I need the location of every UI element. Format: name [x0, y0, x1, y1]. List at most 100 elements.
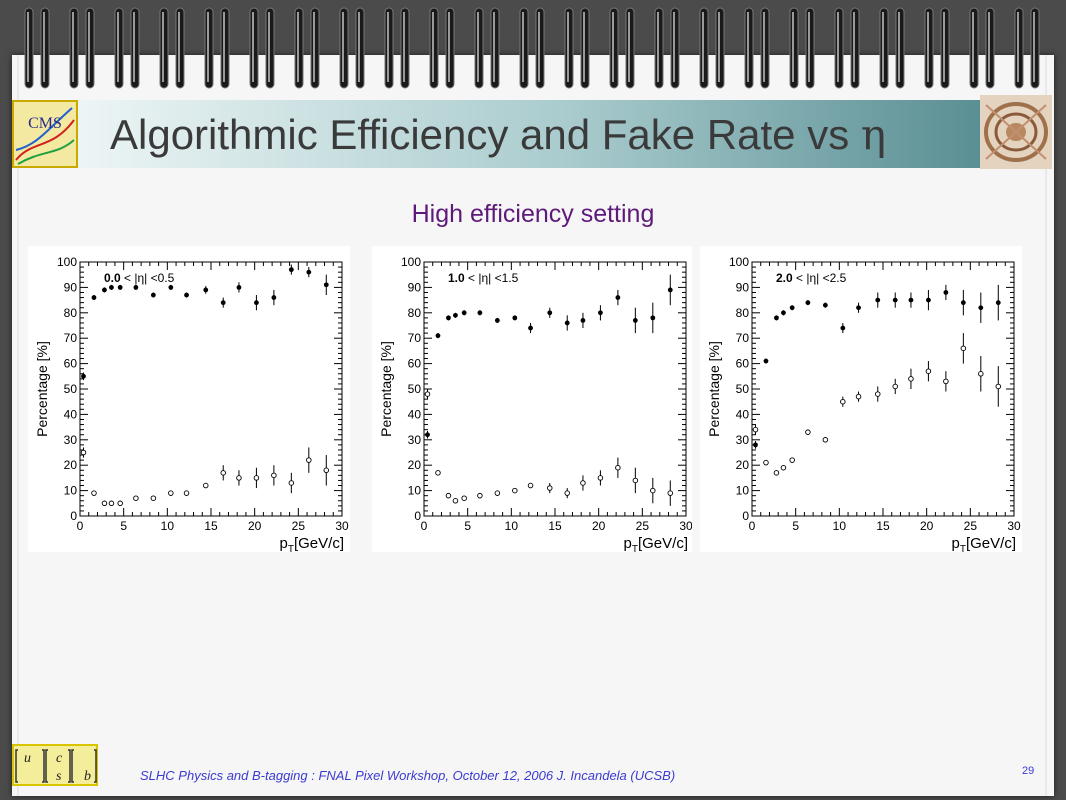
marker-open [133, 495, 139, 501]
binder-ring [519, 7, 545, 89]
marker-filled [789, 305, 795, 311]
marker-open [892, 383, 898, 390]
x-tick-label: 20 [248, 519, 262, 533]
marker-filled [91, 295, 97, 300]
fake-rate-point [632, 467, 639, 494]
efficiency-point [892, 292, 898, 308]
marker-filled [133, 285, 139, 290]
efficiency-point [271, 289, 277, 306]
fake-rate-point [91, 490, 97, 496]
marker-open [615, 464, 621, 471]
fake-rate-point [512, 487, 518, 494]
y-tick-label: 90 [736, 280, 750, 294]
quark-label: c [56, 751, 63, 766]
fake-rate-point [271, 465, 277, 486]
y-tick-label: 60 [64, 357, 78, 371]
fake-rate-point [908, 368, 914, 389]
y-tick-label: 30 [736, 433, 750, 447]
marker-filled [995, 300, 1001, 306]
fake-rate-point [452, 498, 459, 504]
marker-open [220, 470, 226, 476]
page-number: 29 [1022, 765, 1035, 777]
fake-rate-point [840, 396, 846, 407]
marker-open [306, 457, 312, 463]
marker-filled [564, 320, 570, 326]
efficiency-point [168, 284, 174, 290]
efficiency-point [856, 302, 861, 313]
binder-ring [609, 7, 635, 89]
marker-open [564, 490, 570, 496]
fake-rate-point [477, 492, 483, 499]
chart-2: 0 10 20 30 40 50 60 70 80 90 100 0 5 10 15 20 25 30 Percen… [378, 255, 692, 552]
marker-open [323, 467, 330, 474]
x-tick-label: 5 [120, 519, 127, 533]
binder-ring [159, 7, 185, 89]
marker-open [943, 378, 949, 385]
marker-filled [856, 305, 861, 311]
fake-rate-point [461, 495, 467, 501]
marker-filled [753, 442, 758, 448]
marker-filled [926, 297, 931, 303]
marker-open [995, 383, 1002, 390]
marker-filled [822, 302, 828, 308]
marker-filled [446, 315, 451, 321]
efficiency-point [926, 289, 931, 311]
cms-logo-icon: CMS [12, 100, 78, 168]
y-tick-label: 0 [742, 509, 749, 523]
marker-open [805, 429, 811, 435]
binder-ring [114, 7, 140, 89]
x-tick-label: 20 [592, 519, 606, 533]
fake-rate-point [995, 366, 1002, 407]
marker-open [908, 376, 914, 382]
y-tick-label: 20 [408, 458, 422, 472]
efficiency-point [598, 305, 603, 321]
chart-panel-1: 0 10 20 30 40 50 60 70 80 90 100 0 5 10 15 20 25 30 Percen… [28, 246, 350, 552]
fake-rate-point [564, 488, 570, 499]
chart-1: 0 10 20 30 40 50 60 70 80 90 100 0 5 10 15 20 25 30 Percen… [34, 255, 349, 552]
efficiency-point [453, 312, 458, 318]
ruled-lines [17, 55, 1047, 796]
marker-filled [220, 300, 226, 306]
y-tick-label: 40 [736, 407, 750, 421]
binder-rings [24, 7, 1040, 89]
fake-rate-point [133, 495, 139, 501]
binder-ring [69, 7, 95, 89]
binder-ring [834, 7, 860, 89]
y-tick-label: 80 [736, 306, 750, 320]
x-tick-label: 30 [1007, 519, 1021, 533]
marker-open [101, 500, 108, 507]
y-tick-label: 90 [64, 280, 78, 294]
y-tick-label: 100 [729, 255, 749, 269]
efficiency-point [494, 317, 500, 323]
efficiency-point [840, 322, 846, 334]
efficiency-point [774, 315, 779, 321]
efficiency-point [254, 295, 259, 311]
y-tick-label: 20 [736, 458, 750, 472]
binder-ring [1014, 7, 1040, 89]
binder-ring [474, 7, 500, 89]
marker-open [875, 391, 881, 397]
fake-rate-point [80, 447, 87, 458]
fake-rate-point [960, 333, 967, 364]
efficiency-point [425, 430, 430, 439]
y-axis-label: Percentage [%] [706, 341, 722, 437]
y-tick-label: 70 [736, 331, 750, 345]
fake-rate-point [168, 490, 174, 496]
binder-ring [429, 7, 455, 89]
marker-filled [81, 373, 86, 379]
marker-filled [892, 297, 898, 303]
fake-rate-point [101, 500, 108, 507]
efficiency-point [822, 302, 828, 308]
fake-rate-point [805, 429, 811, 435]
marker-filled [477, 310, 483, 316]
efficiency-point [667, 274, 673, 306]
y-tick-label: 20 [64, 458, 78, 472]
marker-filled [805, 300, 811, 306]
marker-filled [435, 333, 441, 339]
y-tick-label: 100 [401, 255, 421, 269]
marker-open [271, 472, 277, 479]
efficiency-point [753, 441, 758, 449]
x-tick-label: 25 [636, 519, 650, 533]
binder-ring [24, 7, 50, 89]
marker-open [150, 495, 157, 501]
